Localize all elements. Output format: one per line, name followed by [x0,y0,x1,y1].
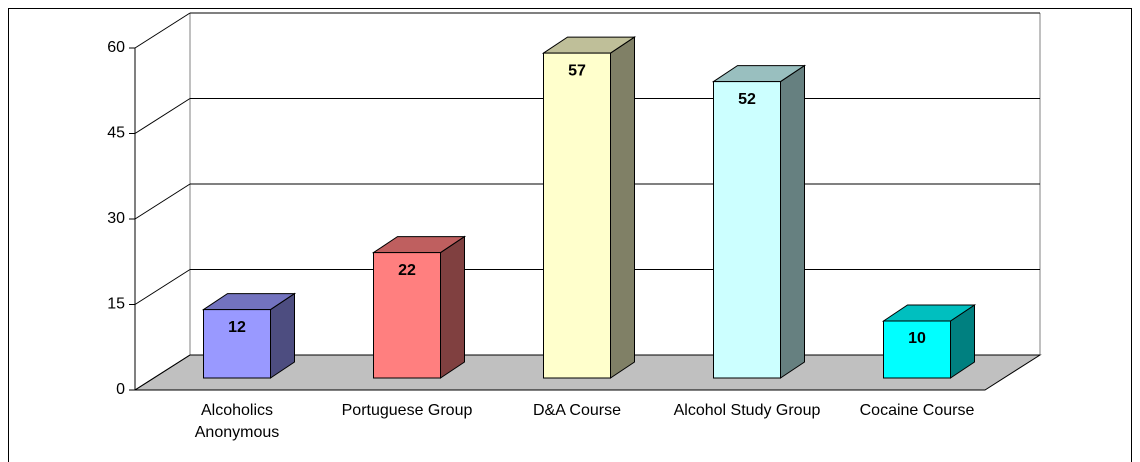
bar-side [440,235,465,379]
y-tick-label: 0 [116,381,125,398]
x-tick-label: Portuguese Group [341,402,473,419]
bar-side [780,64,805,379]
data-label: 10 [908,330,926,347]
y-tick-label: 60 [107,39,125,56]
bar [373,252,441,379]
x-tick-label: D&A Course [532,402,622,419]
bar [883,320,951,379]
grid-line [134,183,191,220]
grid-line [134,98,191,134]
bar [713,81,781,379]
grid-line [134,269,191,305]
data-label: 22 [398,262,416,279]
data-label: 52 [738,91,756,108]
chart-border [8,8,1132,462]
y-tick-label: 45 [107,125,125,142]
x-tick-label: Cocaine Course [859,402,975,419]
y-tick-label: 30 [107,210,125,227]
data-label: 12 [228,319,246,336]
data-label: 57 [568,62,586,79]
grid-line [134,12,191,49]
y-tick-label: 15 [107,296,125,313]
x-tick-label: Alcohol Study Group [673,402,821,419]
bar [203,309,271,379]
bar-side [610,36,635,379]
x-tick-label: Alcoholics Anonymous [194,402,280,441]
bar [543,52,611,379]
grid-line [134,354,191,391]
